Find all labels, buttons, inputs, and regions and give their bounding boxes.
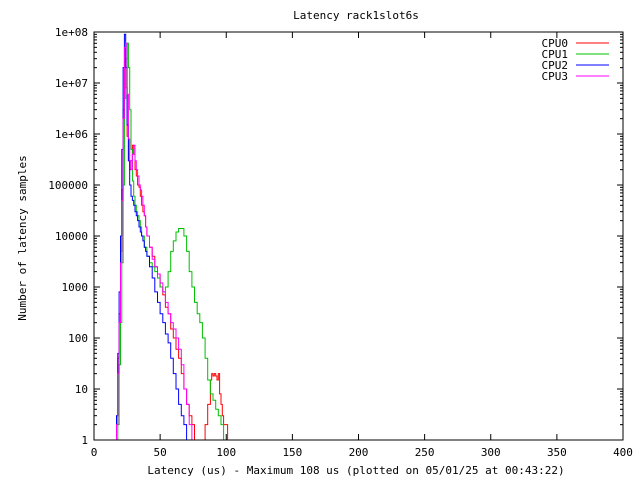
x-tick-label: 150 [282, 446, 302, 459]
legend-label-cpu3: CPU3 [542, 70, 569, 83]
y-tick-label: 100 [68, 332, 88, 345]
series-lines [115, 33, 239, 441]
y-tick-label: 1e+08 [55, 26, 88, 39]
legend-label-cpu0: CPU0 [542, 37, 569, 50]
x-tick-label: 100 [216, 446, 236, 459]
chart-title: Latency rack1slot6s [293, 9, 419, 22]
x-tick-label: 200 [349, 446, 369, 459]
plot-frame [93, 31, 624, 441]
x-tick-label: 0 [91, 446, 98, 459]
x-axis-label: Latency (us) - Maximum 108 us (plotted o… [147, 464, 564, 477]
y-tick-label: 1e+07 [55, 77, 88, 90]
x-tick-label: 400 [613, 446, 633, 459]
x-tick-label: 250 [415, 446, 435, 459]
y-tick-label: 100000 [48, 179, 88, 192]
y-tick-label: 10000 [55, 230, 88, 243]
y-axis-label: Number of latency samples [16, 155, 29, 321]
y-tick-label: 1 [81, 434, 88, 447]
legend-label-cpu2: CPU2 [542, 59, 569, 72]
x-tick-label: 300 [481, 446, 501, 459]
y-tick-label: 1000 [62, 281, 89, 294]
x-tick-label: 350 [547, 446, 567, 459]
y-tick-label: 10 [75, 383, 88, 396]
legend-label-cpu1: CPU1 [542, 48, 569, 61]
series-line-cpu3 [116, 42, 194, 441]
x-tick-label: 50 [154, 446, 167, 459]
y-tick-label: 1e+06 [55, 128, 88, 141]
